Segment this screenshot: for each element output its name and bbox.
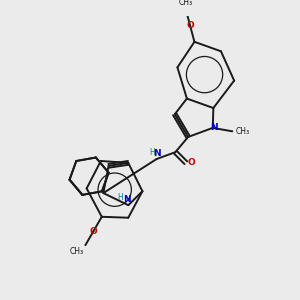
Text: N: N xyxy=(210,123,218,132)
Text: CH₃: CH₃ xyxy=(235,127,249,136)
Text: N: N xyxy=(153,149,160,158)
Text: O: O xyxy=(89,227,97,236)
Text: N: N xyxy=(124,195,131,204)
Text: CH₃: CH₃ xyxy=(179,0,193,7)
Text: H: H xyxy=(117,193,123,202)
Text: H: H xyxy=(149,148,155,157)
Text: O: O xyxy=(188,158,196,167)
Text: O: O xyxy=(186,21,194,30)
Text: CH₃: CH₃ xyxy=(69,247,83,256)
